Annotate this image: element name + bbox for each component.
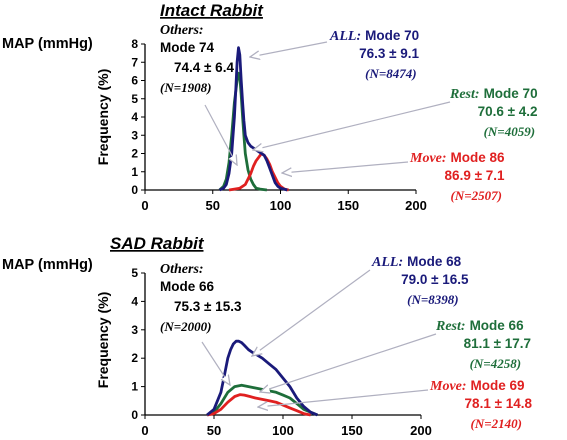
x-tick-label: 200	[410, 423, 432, 438]
annotation-n: (N=8474)	[365, 66, 416, 81]
annotation-arrow	[201, 341, 230, 385]
annotation-arrow	[258, 389, 429, 407]
annotation-3: Move: Mode 69 78.1 ± 14.8 (N=2140)	[258, 378, 532, 431]
y-tick-label: 0	[131, 408, 138, 422]
y-tick-label: 8	[131, 37, 138, 51]
chart-subtitle: MAP (mmHg)	[2, 36, 93, 52]
annotation-1: ALL: Mode 70 76.3 ± 9.1 (N=8474)	[250, 28, 420, 81]
annotation-arrow	[204, 104, 237, 165]
y-tick-label: 1	[131, 380, 138, 394]
annotation-arrow	[282, 161, 409, 173]
x-tick-label: 150	[337, 198, 359, 213]
annotation-mean: 78.1 ± 14.8	[465, 396, 533, 411]
series-line-all	[206, 339, 319, 417]
annotation-label: Rest:	[449, 87, 480, 102]
x-tick-label: 0	[141, 423, 148, 438]
x-tick-label: 50	[206, 198, 220, 213]
annotation-arrow	[250, 41, 328, 57]
x-tick-label: 100	[270, 198, 292, 213]
y-tick-label: 4	[131, 294, 138, 308]
annotation-mode: Mode 70	[365, 28, 419, 43]
annotation-mode: Mode 69	[471, 378, 525, 393]
annotation-mean: 81.1 ± 17.7	[464, 336, 531, 351]
annotation-1: ALL: Mode 68 79.0 ± 16.5 (N=8398)	[252, 254, 469, 356]
annotation-mode: Mode 66	[160, 279, 215, 294]
annotation-label: ALL:	[329, 29, 361, 44]
series-line-move	[228, 152, 289, 192]
x-tick-label: 200	[405, 198, 427, 213]
annotation-0: Others: Mode 74 74.4 ± 6.4 (N=1908)	[160, 23, 237, 165]
annotation-label: ALL:	[371, 255, 403, 270]
annotation-0: Others: Mode 66 75.3 ± 15.3 (N=2000)	[160, 262, 242, 385]
annotation-3: Move: Mode 86 86.9 ± 7.1 (N=2507)	[282, 150, 505, 203]
annotation-n: (N=2000)	[160, 319, 211, 334]
y-tick-label: 4	[131, 110, 138, 124]
y-tick-label: 2	[131, 351, 138, 365]
annotation-2: Rest: Mode 70 70.6 ± 4.2 (N=4059)	[253, 86, 538, 150]
y-axis-label: Frequency (%)	[95, 69, 111, 165]
annotation-mean: 74.4 ± 6.4	[174, 60, 234, 75]
annotation-mean: 79.0 ± 16.5	[401, 272, 469, 287]
chart-panel-0: Intact Rabbit MAP (mmHg) Frequency (%) 0 1 2 3…	[2, 1, 538, 213]
annotation-mode: Mode 68	[407, 254, 462, 269]
annotation-mode: Mode 66	[470, 318, 525, 333]
annotation-label: Others:	[160, 23, 204, 38]
annotation-arrow	[253, 101, 451, 150]
annotation-mean: 86.9 ± 7.1	[445, 168, 505, 183]
annotation-mode: Mode 70	[484, 86, 538, 101]
annotation-mean: 70.6 ± 4.2	[478, 104, 538, 119]
series-line-move	[206, 393, 311, 417]
y-tick-label: 6	[131, 74, 138, 88]
y-tick-label: 5	[131, 92, 138, 106]
annotation-label: Rest:	[435, 319, 466, 334]
annotation-n: (N=2507)	[451, 188, 502, 203]
y-tick-label: 5	[131, 266, 138, 280]
annotation-label: Move:	[409, 151, 447, 166]
annotation-label: Others:	[160, 262, 204, 277]
annotation-mode: Mode 86	[451, 150, 506, 165]
x-tick-label: 0	[141, 198, 148, 213]
x-tick-label: 100	[272, 423, 294, 438]
y-tick-label: 1	[131, 165, 138, 179]
annotation-arrow	[260, 333, 437, 392]
y-tick-label: 7	[131, 55, 138, 69]
annotation-n: (N=1908)	[160, 80, 211, 95]
y-tick-label: 0	[131, 183, 138, 197]
y-tick-label: 2	[131, 147, 138, 161]
annotation-n: (N=4059)	[484, 124, 535, 139]
y-tick-label: 3	[131, 323, 138, 337]
chart-subtitle: MAP (mmHg)	[2, 257, 93, 273]
annotation-label: Move:	[429, 379, 467, 394]
chart-title: Intact Rabbit	[160, 1, 264, 20]
annotation-mean: 76.3 ± 9.1	[359, 46, 419, 61]
chart-title: SAD Rabbit	[110, 234, 205, 253]
x-tick-label: 150	[341, 423, 363, 438]
y-tick-label: 3	[131, 128, 138, 142]
x-tick-label: 50	[207, 423, 221, 438]
y-axis-label: Frequency (%)	[95, 292, 111, 388]
annotation-2: Rest: Mode 66 81.1 ± 17.7 (N=4258)	[260, 318, 531, 392]
annotation-arrow	[252, 269, 371, 356]
annotation-n: (N=2140)	[471, 416, 522, 431]
annotation-n: (N=8398)	[407, 292, 458, 307]
annotation-mean: 75.3 ± 15.3	[174, 299, 242, 314]
annotation-n: (N=4258)	[470, 356, 521, 371]
series-line-all	[218, 46, 288, 192]
annotation-mode: Mode 74	[160, 40, 215, 55]
